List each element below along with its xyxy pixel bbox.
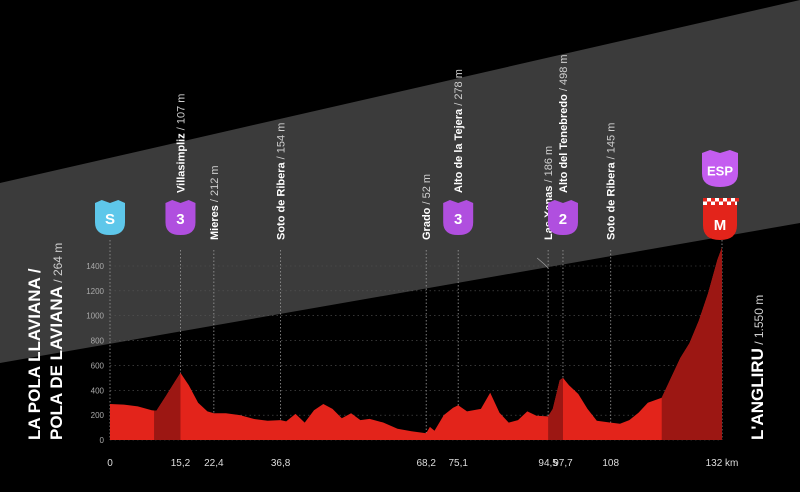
waypoint-altitude: / 212 m bbox=[209, 165, 221, 205]
x-tick-label: 68,2 bbox=[416, 458, 436, 469]
waypoint-label-group: Alto de la Tejera / 278 m bbox=[453, 69, 465, 193]
y-tick-label: 600 bbox=[91, 361, 105, 370]
finish-checker-square bbox=[707, 201, 711, 205]
y-tick-label: 400 bbox=[91, 386, 105, 395]
waypoint-label: Mieres / 212 m bbox=[209, 165, 221, 240]
climb-category-badge-text: 3 bbox=[176, 211, 184, 228]
climb-category-badge-shape bbox=[165, 200, 196, 235]
climb-category-badge-shape bbox=[443, 200, 474, 235]
x-tick-label: 15,2 bbox=[171, 458, 191, 469]
finish-town-name: L'ANGLIRU bbox=[748, 348, 767, 440]
waypoint-altitude: / 107 m bbox=[175, 94, 187, 134]
waypoint-label: Soto de Ribera / 145 m bbox=[606, 123, 618, 240]
climb-category-badge-shape bbox=[547, 200, 578, 235]
special-category-badge: ESP bbox=[702, 150, 738, 187]
finish-badge-shape bbox=[703, 205, 737, 240]
waypoint-altitude: / 52 m bbox=[421, 174, 433, 208]
waypoint-label-group: Grado / 52 m bbox=[421, 174, 433, 240]
waypoint-name: Alto de la Tejera bbox=[453, 108, 465, 193]
waypoint-label: Villasimpliz / 107 m bbox=[175, 94, 187, 193]
waypoint-label: Alto del Tenebredo / 498 m bbox=[558, 54, 570, 193]
climb-category-badge-text: 3 bbox=[454, 211, 462, 228]
steep-segment bbox=[154, 372, 181, 440]
finish-checker-square bbox=[703, 198, 707, 202]
finish-checker-square bbox=[723, 201, 727, 205]
finish-town-text: L'ANGLIRU / 1.550 m bbox=[748, 295, 767, 440]
diagonal-band bbox=[0, 0, 800, 363]
las-xanas-leader bbox=[536, 257, 549, 269]
waypoint-altitude: / 145 m bbox=[606, 123, 618, 163]
start-badge-text: S bbox=[105, 211, 115, 228]
finish-town-label: L'ANGLIRU / 1.550 m bbox=[748, 295, 767, 440]
finish-checker-square bbox=[731, 201, 735, 205]
steep-segment bbox=[548, 377, 563, 440]
finish-checker-square bbox=[735, 198, 739, 202]
waypoint-label-group: Villasimpliz / 107 m bbox=[175, 94, 187, 193]
climb-category-badge: 3 bbox=[165, 200, 196, 235]
start-town-line1: LA POLA LLAVIANA / bbox=[25, 268, 44, 440]
waypoint-altitude: / 154 m bbox=[276, 123, 288, 163]
start-badge: S bbox=[95, 200, 125, 235]
waypoint-name: Soto de Ribera bbox=[276, 161, 288, 240]
x-tick-label: 36,8 bbox=[271, 458, 291, 469]
x-tick-label: 108 bbox=[602, 458, 619, 469]
start-town-name: POLA DE LAVIANA bbox=[47, 286, 66, 440]
finish-checker-square bbox=[727, 198, 731, 202]
y-tick-label: 0 bbox=[100, 436, 105, 445]
finish-altitude: / 1.550 m bbox=[752, 295, 766, 348]
start-badge-shape bbox=[95, 200, 125, 235]
finish-checker-square bbox=[711, 198, 715, 202]
climb-category-badge-text: 2 bbox=[559, 211, 567, 228]
waypoint-label: Grado / 52 m bbox=[421, 174, 433, 240]
waypoint-label: Soto de Ribera / 154 m bbox=[276, 123, 288, 240]
start-altitude: / 264 m bbox=[51, 243, 65, 286]
waypoint-label: Alto de la Tejera / 278 m bbox=[453, 69, 465, 193]
x-tick-label: 22,4 bbox=[204, 458, 224, 469]
climb-category-badge: 3 bbox=[443, 200, 474, 235]
waypoint-name: Soto de Ribera bbox=[606, 161, 618, 240]
waypoint-label-group: Mieres / 212 m bbox=[209, 165, 221, 240]
y-tick-label: 1400 bbox=[86, 262, 104, 271]
x-tick-label: 0 bbox=[107, 458, 113, 469]
special-category-badge-shape bbox=[702, 150, 738, 187]
finish-checker-square bbox=[719, 198, 723, 202]
y-tick-label: 200 bbox=[91, 411, 105, 420]
x-tick-label: 94,5 bbox=[538, 458, 558, 469]
waypoint-label-group: Soto de Ribera / 154 m bbox=[276, 123, 288, 240]
x-tick-label: 97,7 bbox=[553, 458, 573, 469]
waypoint-altitude: / 498 m bbox=[558, 54, 570, 94]
finish-checker-square bbox=[715, 201, 719, 205]
special-category-badge-text: ESP bbox=[707, 163, 733, 178]
waypoint-label-group: Soto de Ribera / 145 m bbox=[606, 123, 618, 240]
start-town-line2: POLA DE LAVIANA / 264 m bbox=[47, 243, 66, 440]
x-tick-label: 132 km bbox=[706, 458, 739, 469]
finish-badge-text: M bbox=[714, 217, 727, 234]
finish-badge: M bbox=[703, 198, 739, 240]
start-town-label: LA POLA LLAVIANA / POLA DE LAVIANA / 264 … bbox=[25, 243, 66, 440]
waypoint-label-group: Alto del Tenebredo / 498 m bbox=[558, 54, 570, 193]
elevation-profile-area bbox=[110, 247, 722, 440]
y-tick-label: 800 bbox=[91, 337, 105, 346]
waypoint-altitude: / 186 m bbox=[543, 146, 555, 186]
steep-segment bbox=[661, 247, 722, 440]
waypoint-altitude: / 278 m bbox=[453, 69, 465, 109]
waypoint-name: Alto del Tenebredo bbox=[558, 94, 570, 193]
waypoint-name: Grado bbox=[421, 207, 433, 240]
waypoint-name: Villasimpliz bbox=[175, 133, 187, 193]
climb-category-badge: 2 bbox=[547, 200, 578, 235]
y-tick-label: 1000 bbox=[86, 312, 104, 321]
x-tick-label: 75,1 bbox=[448, 458, 468, 469]
y-tick-label: 1200 bbox=[86, 287, 104, 296]
waypoint-name: Mieres bbox=[209, 205, 221, 240]
